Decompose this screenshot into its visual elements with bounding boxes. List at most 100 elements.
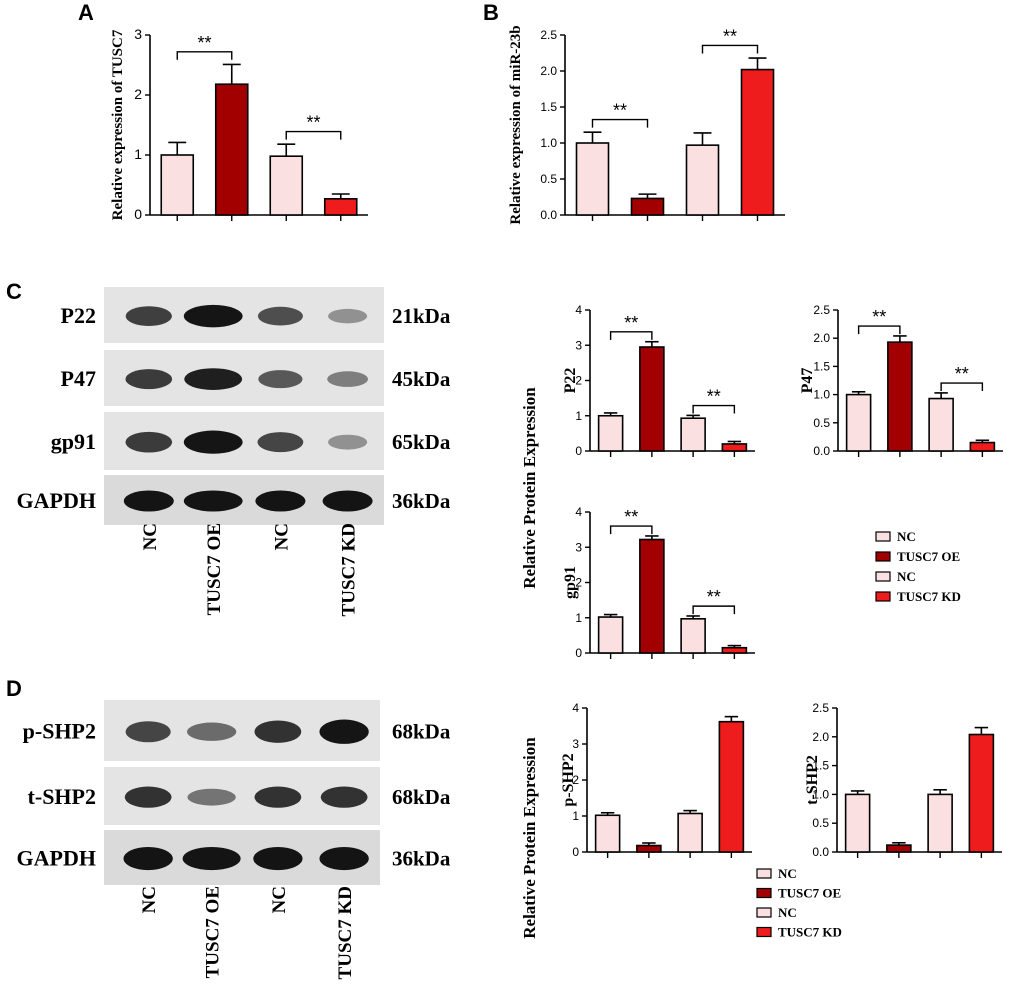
significance-marker: ** [613, 101, 627, 121]
blot-band [124, 786, 172, 808]
significance-bracket [609, 525, 653, 535]
bar-tusc7-oe [636, 844, 662, 853]
y-tick-label: 1.0 [540, 136, 557, 150]
y-axis-label: Relative expression of miR-23b [508, 25, 524, 224]
legend-label: NC [778, 866, 797, 881]
significance-bracket [591, 118, 649, 128]
y-tick-label: 2 [575, 576, 582, 590]
bar-nc [160, 154, 195, 216]
panel-letter-c: C [6, 279, 22, 304]
blot-band [183, 430, 243, 454]
legend-label: NC [897, 529, 916, 544]
significance-marker: ** [197, 33, 211, 53]
blot-band [328, 434, 368, 450]
significance-bracket [692, 404, 736, 414]
blot-band [319, 847, 369, 871]
legend-label: TUSC7 OE [897, 549, 960, 564]
blot-row-kda: 68kDa [392, 785, 451, 809]
y-tick-label: 2 [134, 86, 142, 102]
blot-row-label: gp91 [51, 429, 96, 454]
blot-lane-label: NC [271, 523, 292, 550]
bar-nc [594, 814, 621, 853]
significance-bracket [692, 605, 736, 615]
blot-band [125, 721, 171, 743]
legends: NC TUSC7 OE NC TUSC7 KD NC TUSC7 OE NC TUSC7 KD [756, 529, 961, 940]
chart-c-p47: 0.0 0.5 1.0 1.5 2.0 2.5 ** ** P47 [799, 303, 1003, 458]
y-tick-label: 0 [575, 444, 582, 458]
blot-band [255, 490, 306, 512]
y-axis-label: gp91 [562, 566, 579, 599]
y-tick-label: 1 [575, 611, 582, 625]
significance-bracket [609, 331, 653, 340]
y-tick-label: 2.5 [813, 303, 830, 317]
y-tick-label: 0.0 [540, 208, 557, 222]
blot-band [319, 719, 369, 744]
shared-ylabel-d: Relative Protein Expression [520, 737, 539, 939]
blot-band [125, 369, 173, 390]
legend-swatch [756, 907, 772, 918]
bar-tusc7-kd [721, 646, 748, 654]
blot-band [187, 722, 237, 741]
chart-c-p22: 0 1 2 3 4 ** ** P22 [562, 303, 755, 458]
blot-band [254, 720, 302, 743]
significance-marker: ** [872, 307, 886, 327]
bar-nc [685, 144, 720, 216]
legend-swatch [875, 531, 891, 542]
significance-marker: ** [707, 587, 721, 607]
western-blots: P22 21kDa P47 45kDa gp91 65kDa GAPDH 36kDa NC TUS… [17, 287, 451, 979]
blot-band [123, 847, 173, 871]
y-tick-label: 1 [575, 409, 582, 423]
y-axis-label: P22 [562, 368, 579, 394]
bar-nc [269, 155, 304, 216]
y-tick-label: 0.5 [812, 816, 829, 830]
y-tick-label: 0.0 [812, 845, 829, 859]
bar-tusc7-kd [968, 733, 995, 853]
blot-band [258, 370, 303, 389]
y-tick-label: 0.5 [813, 416, 830, 430]
y-tick-label: 3 [575, 338, 582, 352]
y-tick-label: 0 [572, 845, 579, 859]
y-tick-label: 2.0 [812, 730, 829, 744]
bar-tusc7-kd [721, 443, 748, 452]
blot-band [183, 304, 243, 328]
y-tick-label: 0 [134, 206, 142, 222]
bar-tusc7-oe [887, 341, 913, 452]
bar-nc [844, 793, 871, 853]
y-tick-label: 1 [134, 146, 142, 162]
blot-band [322, 490, 373, 512]
bar-nc [928, 397, 954, 452]
bar-nc [597, 414, 624, 452]
blot-band [183, 490, 243, 512]
chart-c-gp91: 0 1 2 3 4 ** ** gp91 [562, 505, 755, 660]
y-tick-label: 2 [572, 773, 579, 787]
blot-lane-label: NC [269, 886, 290, 913]
y-tick-label: 4 [575, 505, 582, 519]
y-tick-label: 1.5 [540, 100, 557, 114]
chart-a: 0 1 2 3 ** ** Relative expression of TUSC7 [110, 26, 368, 222]
y-tick-label: 1 [572, 809, 579, 823]
y-tick-label: 4 [575, 303, 582, 317]
legend-d: NC TUSC7 OE NC TUSC7 KD [756, 866, 842, 940]
y-tick-label: 2.0 [813, 331, 830, 345]
bar-tusc7-oe [630, 197, 665, 216]
bar-tusc7-oe [214, 83, 249, 216]
bar-nc [680, 618, 706, 654]
y-tick-label: 0.5 [540, 172, 557, 186]
blot-lane-label: TUSC7 KD [335, 886, 356, 979]
bar-nc [927, 793, 953, 853]
blot-row-kda: 36kDa [392, 489, 451, 513]
y-tick-label: 3 [572, 737, 579, 751]
legend-label: TUSC7 KD [897, 589, 961, 604]
bar-tusc7-kd [740, 68, 775, 216]
blot-band [125, 431, 173, 453]
y-tick-label: 0 [575, 646, 582, 660]
panel-letter-a: A [78, 0, 94, 25]
significance-marker: ** [624, 507, 638, 527]
blot-band [257, 306, 303, 326]
y-tick-label: 0.0 [813, 444, 830, 458]
blot-row-label: p-SHP2 [23, 719, 96, 744]
significance-marker: ** [955, 364, 969, 384]
blot-row-kda: 36kDa [392, 847, 451, 871]
